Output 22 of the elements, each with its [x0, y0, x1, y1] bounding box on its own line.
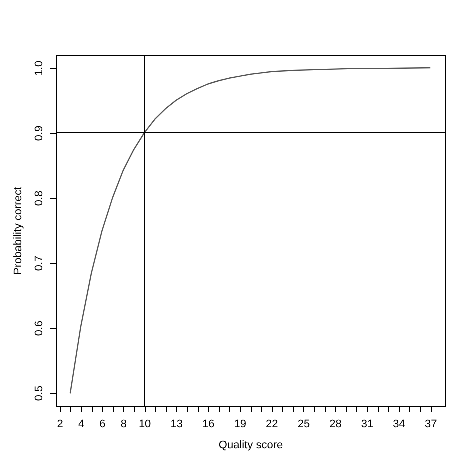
x-tick-label: 25: [298, 418, 310, 430]
x-tick-label: 31: [361, 418, 374, 430]
x-tick-label: 8: [120, 418, 127, 430]
y-tick-label: 0.8: [34, 190, 46, 206]
x-tick-label: 16: [202, 418, 215, 430]
x-tick-label: 19: [234, 418, 247, 430]
x-tick-label: 28: [330, 418, 342, 430]
x-axis-title: Quality score: [218, 440, 284, 452]
x-tick-label: 4: [78, 418, 85, 430]
x-tick-label: 6: [100, 418, 106, 430]
x-tick-label: 34: [393, 418, 406, 430]
x-tick-label: 13: [170, 418, 183, 430]
y-axis-title: Probability correct: [12, 186, 24, 276]
y-tick-label: 0.7: [34, 256, 46, 272]
y-tick-label: 0.6: [34, 320, 46, 336]
x-tick-label: 37: [424, 418, 438, 430]
x-tick-label: 2: [57, 418, 64, 430]
x-tick-label: 10: [138, 418, 152, 430]
y-tick-label: 0.5: [34, 386, 46, 402]
x-tick-label: 22: [266, 418, 278, 430]
y-tick-label: 0.9: [34, 126, 46, 142]
y-tick-label: 1.0: [34, 60, 46, 76]
